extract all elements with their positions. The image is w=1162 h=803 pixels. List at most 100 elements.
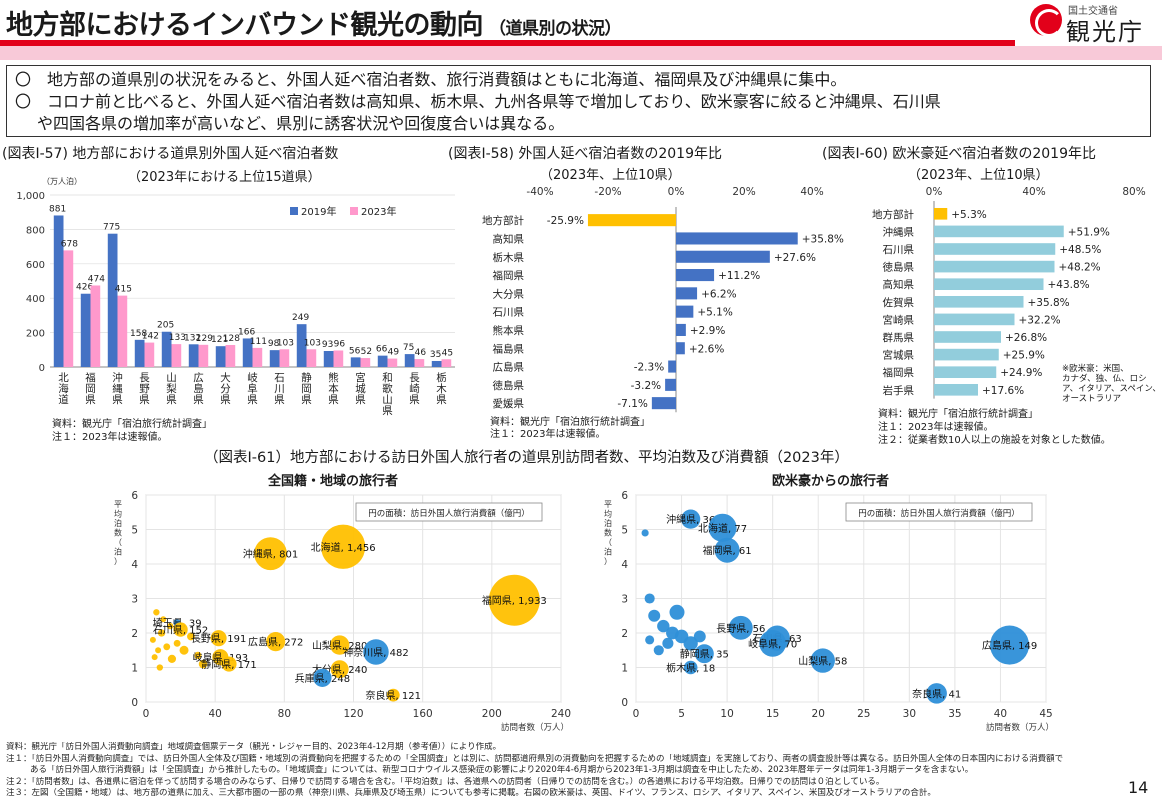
bar — [934, 331, 1001, 343]
data-label: 45 — [442, 348, 453, 358]
y-axis-label: ） — [604, 557, 612, 566]
x-tick-label: 80 — [278, 708, 291, 720]
bubble — [187, 632, 195, 641]
x-tick-label: 0% — [668, 186, 685, 198]
bubble — [167, 654, 177, 663]
bar-2023 — [117, 295, 128, 367]
x-tick-label: 分 — [220, 383, 231, 395]
bar-2019 — [134, 339, 145, 367]
x-tick-label: 野 — [139, 383, 150, 395]
x-tick-label: 宮 — [355, 371, 366, 384]
data-label: -2.3% — [634, 362, 664, 374]
x-tick-label: 和 — [382, 372, 393, 384]
data-label: 35 — [430, 350, 441, 360]
bar-2019 — [242, 338, 253, 367]
y-tick-label: 1 — [621, 663, 628, 675]
x-tick-label: 40% — [800, 186, 823, 198]
x-tick-label: 石 — [274, 372, 285, 384]
bubble — [266, 632, 286, 652]
bubble-label: 広島県, 272 — [248, 636, 303, 649]
bubble-label: 山梨県, 58 — [798, 655, 847, 668]
bubble-label: 神奈川県, 482 — [343, 646, 408, 659]
bar — [934, 348, 999, 361]
y-unit-label: （万人泊） — [42, 176, 82, 186]
category-label: 愛媛県 — [493, 397, 525, 410]
x-tick-label: 沖 — [112, 371, 123, 384]
y-axis-label: ） — [114, 557, 122, 566]
data-label: 426 — [76, 283, 93, 293]
y-tick-label: 2 — [131, 628, 138, 640]
bubble — [694, 644, 714, 664]
y-axis-label: 均 — [114, 509, 122, 519]
bar — [934, 225, 1064, 238]
data-label: +6.2% — [701, 288, 736, 300]
data-label: 75 — [403, 343, 414, 353]
data-label: +32.2% — [1019, 314, 1061, 326]
bubble — [155, 647, 162, 654]
category-label: 福岡県 — [493, 269, 525, 282]
bar — [934, 207, 948, 220]
bubble-label: 石川県, 152 — [153, 625, 208, 637]
data-label: +51.9% — [1068, 226, 1110, 238]
chart-61a-title: 全国籍・地域の旅行者 — [268, 474, 399, 489]
category-label: 高知県 — [883, 278, 915, 291]
header: 地方部におけるインバウンド観光の動向 （道県別の状況） 国土交通省 観光庁 — [0, 0, 1162, 46]
bar-2023 — [90, 285, 101, 367]
x-tick-label: 海 — [58, 382, 69, 395]
bar — [934, 295, 1024, 308]
data-label: 133 — [169, 333, 186, 343]
bar-2019 — [296, 324, 307, 367]
bar — [934, 383, 978, 396]
y-axis-label: （ — [604, 538, 612, 547]
summary-line-3: や四国各県の増加率が高いなど、県別に誘客状況や回復度合いは異なる。 — [37, 114, 565, 133]
bubble — [329, 635, 350, 655]
x-tick-label: 県 — [220, 394, 231, 406]
data-label: 52 — [361, 347, 372, 357]
data-label: +43.8% — [1048, 279, 1090, 291]
y-tick-label: 6 — [621, 490, 628, 502]
data-label: -3.2% — [631, 380, 661, 392]
x-tick-label: 山 — [166, 372, 177, 384]
bubble-label: 長野県, 56 — [716, 623, 765, 635]
x-tick-label: 県 — [139, 394, 150, 406]
chart-60-side-note: ※欧米豪：米国、 カナダ、独、仏、ロシ ア、イタリア、スペイン、 オーストラリア — [1062, 364, 1161, 404]
bar — [668, 360, 676, 373]
bubble-label: 北海道, 1,456 — [311, 541, 376, 554]
data-label: +2.6% — [689, 343, 724, 355]
x-tick-label: 梨 — [166, 382, 177, 395]
bubble — [330, 660, 349, 679]
data-label: +2.9% — [690, 325, 725, 337]
x-tick-label: 県 — [328, 394, 339, 406]
legend-label: 2023年 — [361, 205, 396, 218]
legend-label: 2019年 — [301, 205, 336, 218]
category-label: 徳島県 — [883, 261, 915, 274]
x-tick-label: 120 — [343, 708, 363, 720]
category-label: 地方部計 — [872, 208, 914, 221]
side-note-line: カナダ、独、仏、ロシ — [1062, 374, 1147, 384]
x-tick-label: 崎 — [409, 382, 420, 395]
legend-swatch — [350, 207, 358, 215]
category-label: 地方部計 — [482, 214, 524, 227]
category-label: 徳島県 — [493, 379, 525, 392]
bubble-label: 北海道, 77 — [698, 522, 747, 535]
bubble — [657, 619, 670, 633]
bar — [676, 287, 698, 300]
bubble — [990, 625, 1030, 665]
bar — [651, 397, 676, 410]
data-label: 46 — [415, 348, 427, 358]
summary-line-2: 〇 コロナ前と比べると、外国人延べ宿泊者数は高知県、栃木県、九州各県等で増加して… — [15, 92, 941, 111]
y-axis-label: （ — [114, 538, 122, 547]
data-label: +5.3% — [951, 209, 986, 221]
x-tick-label: 県 — [355, 394, 366, 406]
page-subtitle: （道県別の状況） — [489, 19, 622, 39]
bubble — [693, 630, 706, 643]
bubble — [641, 529, 649, 537]
bar — [676, 305, 694, 318]
y-tick-label: 6 — [131, 490, 138, 502]
data-label: 249 — [292, 313, 309, 323]
bar — [676, 323, 686, 336]
data-label: +35.8% — [1028, 297, 1070, 309]
side-note-line: ア、イタリア、スペイン、 — [1062, 384, 1161, 394]
data-label: 474 — [88, 274, 105, 284]
